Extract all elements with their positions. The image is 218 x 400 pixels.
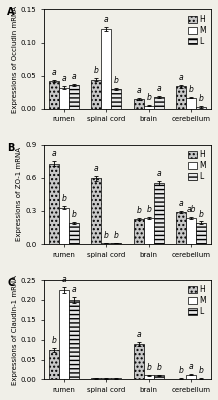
Bar xyxy=(154,97,164,109)
Bar xyxy=(92,378,101,380)
Text: b: b xyxy=(199,94,204,103)
Bar xyxy=(92,178,101,244)
Text: b: b xyxy=(146,93,151,102)
Text: a: a xyxy=(62,74,66,83)
Bar xyxy=(186,218,196,244)
Text: A: A xyxy=(7,8,15,18)
Bar xyxy=(154,376,164,380)
Bar xyxy=(59,290,69,380)
Bar xyxy=(111,243,121,244)
Text: b: b xyxy=(94,66,99,75)
Bar xyxy=(196,222,206,244)
Text: a: a xyxy=(52,149,56,158)
Bar xyxy=(154,183,164,244)
Text: b: b xyxy=(199,366,204,375)
Text: b: b xyxy=(146,205,151,214)
Text: a: a xyxy=(72,72,76,81)
Bar xyxy=(69,85,79,109)
Bar xyxy=(186,375,196,380)
Text: a: a xyxy=(52,68,56,77)
Bar xyxy=(59,208,69,244)
Text: a: a xyxy=(179,73,184,82)
Bar xyxy=(134,99,144,109)
Legend: H, M, L: H, M, L xyxy=(186,13,207,47)
Text: b: b xyxy=(62,194,66,203)
Text: a: a xyxy=(104,15,109,24)
Text: C: C xyxy=(7,278,15,288)
Bar xyxy=(69,223,79,244)
Bar xyxy=(196,379,206,380)
Text: a: a xyxy=(157,84,161,93)
Text: b: b xyxy=(179,366,184,375)
Bar xyxy=(49,350,59,380)
Bar xyxy=(134,219,144,244)
Bar xyxy=(176,379,186,380)
Text: a: a xyxy=(179,199,184,208)
Bar xyxy=(144,218,154,244)
Text: B: B xyxy=(7,143,15,153)
Bar xyxy=(59,88,69,109)
Legend: H, M, L: H, M, L xyxy=(186,148,207,182)
Text: b: b xyxy=(104,231,109,240)
Text: a: a xyxy=(136,330,141,340)
Bar xyxy=(186,98,196,109)
Text: a: a xyxy=(72,285,76,294)
Text: b: b xyxy=(199,210,204,218)
Text: ab: ab xyxy=(186,205,196,214)
Bar xyxy=(134,344,144,380)
Text: a: a xyxy=(94,164,99,173)
Bar xyxy=(196,107,206,109)
Text: a: a xyxy=(136,86,141,95)
Bar xyxy=(49,164,59,244)
Text: a: a xyxy=(62,275,66,284)
Text: b: b xyxy=(146,363,151,372)
Text: b: b xyxy=(189,85,194,94)
Text: a: a xyxy=(157,169,161,178)
Bar xyxy=(176,212,186,244)
Legend: H, M, L: H, M, L xyxy=(186,284,207,318)
Bar xyxy=(101,243,111,244)
Bar xyxy=(101,29,111,109)
Text: b: b xyxy=(156,363,161,372)
Bar xyxy=(176,86,186,109)
Text: a: a xyxy=(189,362,193,371)
Y-axis label: Expressions of Claudin-1 mRNA: Expressions of Claudin-1 mRNA xyxy=(12,275,18,385)
Bar xyxy=(144,106,154,109)
Bar xyxy=(111,378,121,380)
Text: b: b xyxy=(72,210,77,219)
Bar xyxy=(69,300,79,380)
Y-axis label: Expressions of Occludin mRNA: Expressions of Occludin mRNA xyxy=(12,6,18,113)
Bar xyxy=(92,80,101,109)
Y-axis label: Expressions of ZO-1 mRNA: Expressions of ZO-1 mRNA xyxy=(16,148,22,242)
Text: b: b xyxy=(136,206,141,215)
Bar xyxy=(49,81,59,109)
Bar xyxy=(144,376,154,380)
Bar xyxy=(101,378,111,380)
Text: b: b xyxy=(52,336,56,345)
Text: b: b xyxy=(114,76,119,85)
Bar xyxy=(111,89,121,109)
Text: b: b xyxy=(114,231,119,240)
